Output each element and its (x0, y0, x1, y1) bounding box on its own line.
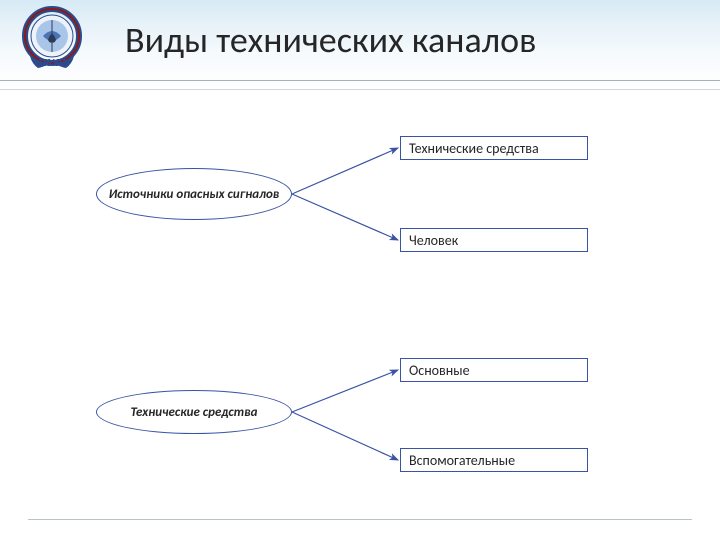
source-ellipse-1-label: Источники опасных сигналов (109, 187, 280, 202)
target-box-auxiliary-label: Вспомогательные (409, 452, 515, 469)
source-ellipse-1: Источники опасных сигналов (96, 168, 292, 220)
target-box-auxiliary: Вспомогательные (400, 448, 588, 472)
target-box-human-label: Человек (409, 232, 458, 249)
source-ellipse-2-label: Технические средства (131, 405, 258, 420)
slide-title: Виды технических каналов (125, 18, 536, 62)
svg-text:МУФИ: МУФИ (37, 58, 71, 69)
target-box-technical-means: Технические средства (400, 136, 588, 160)
target-box-human: Человек (400, 228, 588, 252)
slide: МУФИ Виды технических каналов Источники … (0, 0, 720, 540)
target-box-technical-means-label: Технические средства (409, 140, 539, 157)
institute-logo: МУФИ (18, 6, 86, 74)
target-box-primary-label: Основные (409, 362, 470, 379)
footer-divider (28, 519, 692, 520)
target-box-primary: Основные (400, 358, 588, 382)
title-underline (0, 80, 720, 81)
source-ellipse-2: Технические средства (96, 390, 292, 434)
